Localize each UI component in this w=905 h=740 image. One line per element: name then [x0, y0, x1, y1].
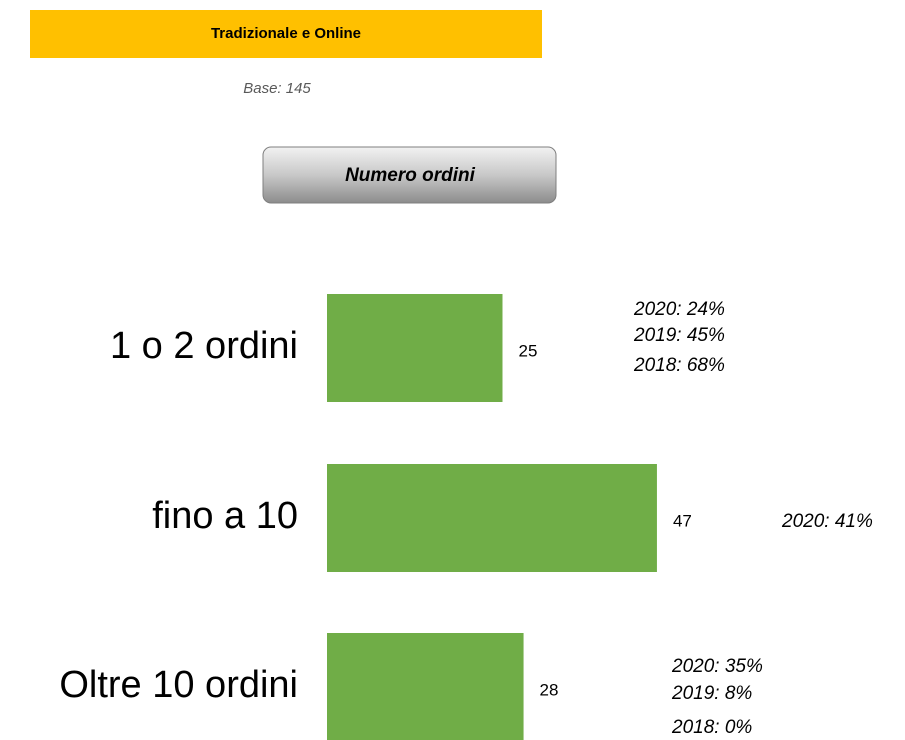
value-label: 25 [519, 341, 538, 360]
value-label: 28 [540, 680, 559, 699]
header-title: Tradizionale e Online [211, 25, 361, 42]
history-note: 2019: 8% [671, 683, 752, 704]
history-note: 2020: 35% [671, 656, 763, 677]
history-note: 2018: 68% [633, 355, 725, 376]
category-label: fino a 10 [152, 495, 298, 537]
base-note: Base: 145 [243, 80, 311, 97]
history-note: 2020: 41% [781, 511, 873, 532]
category-label: Oltre 10 ordini [59, 664, 298, 706]
history-note: 2020: 24% [633, 299, 725, 320]
chart-title: Numero ordini [345, 165, 476, 186]
value-label: 47 [673, 511, 692, 530]
header-band [30, 10, 542, 58]
bar [327, 294, 503, 402]
category-label: 1 o 2 ordini [110, 325, 298, 367]
bar [327, 464, 657, 572]
title-button [262, 146, 557, 204]
history-note: 2019: 45% [633, 325, 725, 346]
history-note: 2018: 0% [671, 717, 752, 738]
bar [327, 633, 524, 740]
